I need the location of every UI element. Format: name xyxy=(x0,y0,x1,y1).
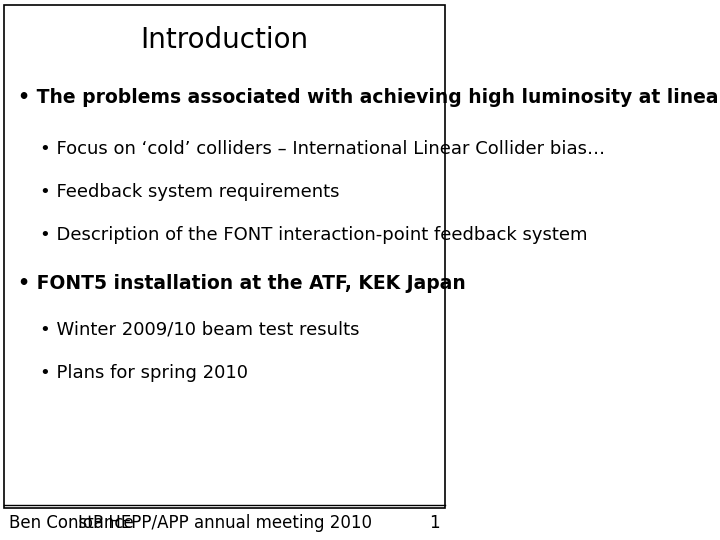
Text: • Focus on ‘cold’ colliders – International Linear Collider bias…: • Focus on ‘cold’ colliders – Internatio… xyxy=(40,139,606,158)
Text: • FONT5 installation at the ATF, KEK Japan: • FONT5 installation at the ATF, KEK Jap… xyxy=(18,274,466,293)
Text: • The problems associated with achieving high luminosity at linear colliders: • The problems associated with achieving… xyxy=(18,87,720,107)
Text: Introduction: Introduction xyxy=(140,26,309,55)
Text: • Winter 2009/10 beam test results: • Winter 2009/10 beam test results xyxy=(40,320,360,339)
FancyBboxPatch shape xyxy=(4,5,445,508)
Text: 1: 1 xyxy=(430,514,440,532)
Text: Ben Constance: Ben Constance xyxy=(9,514,134,532)
Text: IoP HEPP/APP annual meeting 2010: IoP HEPP/APP annual meeting 2010 xyxy=(78,514,372,532)
Text: • Feedback system requirements: • Feedback system requirements xyxy=(40,183,340,201)
Text: • Description of the FONT interaction-point feedback system: • Description of the FONT interaction-po… xyxy=(40,226,588,244)
Text: • Plans for spring 2010: • Plans for spring 2010 xyxy=(40,363,248,382)
